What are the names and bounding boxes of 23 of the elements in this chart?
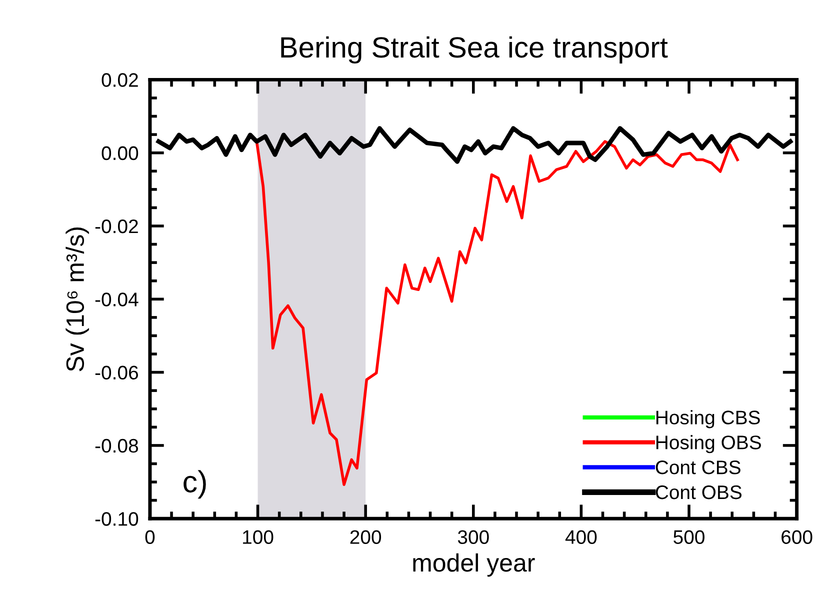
legend-label: Cont CBS <box>656 460 740 474</box>
x-tick-label: 500 <box>674 530 704 544</box>
legend-label: Hosing CBS <box>656 410 760 428</box>
y-tick-label: 0.02 <box>102 73 138 87</box>
x-axis-title: model year <box>413 553 535 577</box>
x-tick-label: 100 <box>243 530 274 544</box>
y-tick-label: 0.00 <box>102 146 138 160</box>
x-tick-label: 200 <box>350 530 382 544</box>
y-tick-label: -0.04 <box>95 292 138 306</box>
y-axis-title: Sv (10⁶ m³/s) <box>66 227 89 372</box>
y-tick-label: -0.02 <box>95 219 138 234</box>
legend-label: Hosing OBS <box>656 435 761 454</box>
x-tick-label: 0 <box>145 530 155 544</box>
line-series <box>156 126 793 164</box>
y-tick-label: -0.10 <box>95 512 138 526</box>
chart-title: Bering Strait Sea ice transport <box>281 36 668 64</box>
annotation: c) <box>184 470 206 499</box>
x-tick-label: 400 <box>565 530 597 544</box>
y-tick-label: -0.08 <box>95 438 138 453</box>
legend-label: Cont OBS <box>656 485 742 500</box>
x-tick-label: 600 <box>782 530 812 544</box>
y-tick-label: -0.06 <box>95 366 138 380</box>
x-tick-label: 300 <box>458 530 489 544</box>
